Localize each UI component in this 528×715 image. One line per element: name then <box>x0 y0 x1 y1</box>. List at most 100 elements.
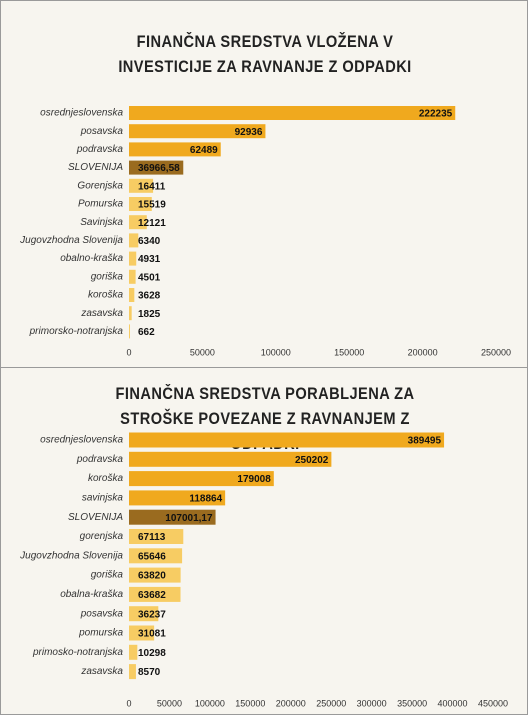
category-label: goriška <box>91 570 124 581</box>
value-label: 16411 <box>138 181 166 192</box>
bar <box>129 490 226 506</box>
category-label: Savinjska <box>80 217 123 228</box>
bar <box>129 160 184 175</box>
value-label: 92936 <box>235 127 263 138</box>
bar <box>129 567 181 583</box>
value-label: 662 <box>138 327 155 338</box>
value-label: 4501 <box>138 272 161 283</box>
value-label: 389495 <box>408 436 442 447</box>
bar <box>129 529 184 544</box>
value-label: 63682 <box>138 590 166 601</box>
bar <box>129 324 130 339</box>
bar <box>129 606 159 622</box>
x-tick-label: 50000 <box>190 347 215 357</box>
x-tick-label: 100000 <box>195 698 225 708</box>
bar <box>129 106 456 120</box>
bar <box>129 215 147 230</box>
bar <box>129 664 136 680</box>
chart-panel: FINANČNA SREDSTVA PORABLJENA ZA STROŠKE … <box>0 367 528 715</box>
x-tick-label: 100000 <box>261 347 291 357</box>
x-tick-label: 200000 <box>276 698 306 708</box>
x-tick-label: 50000 <box>157 698 182 708</box>
category-label: SLOVENIJA <box>68 512 123 523</box>
value-label: 8570 <box>138 667 161 678</box>
category-label: posavska <box>80 126 124 137</box>
value-label: 62489 <box>190 145 218 156</box>
x-tick-label: 450000 <box>478 698 508 708</box>
category-label: SLOVENIJA <box>68 162 123 173</box>
bar <box>129 509 216 525</box>
bar <box>129 251 137 266</box>
bar <box>129 548 183 564</box>
category-label: Gorenjska <box>77 180 123 191</box>
category-label: osrednjeslovenska <box>40 435 123 446</box>
category-label: gorenjska <box>80 531 124 542</box>
value-label: 31081 <box>138 629 166 640</box>
category-label: Jugovzhodna Slovenija <box>19 550 123 561</box>
bar <box>129 625 155 641</box>
category-label: zasavska <box>80 308 123 319</box>
category-label: obalna-kraška <box>60 589 123 600</box>
category-label: posavska <box>80 608 124 619</box>
value-label: 12121 <box>138 218 166 229</box>
x-tick-label: 400000 <box>438 698 468 708</box>
category-label: Jugovzhodna Slovenija <box>19 235 123 246</box>
bar <box>129 197 152 211</box>
value-label: 222235 <box>419 109 453 120</box>
x-tick-label: 200000 <box>408 347 438 357</box>
category-label: osrednjeslovenska <box>40 108 123 119</box>
category-label: podravska <box>76 454 124 465</box>
bar <box>129 471 274 487</box>
value-label: 250202 <box>295 455 329 466</box>
value-label: 118864 <box>189 494 222 505</box>
value-label: 179008 <box>237 474 271 485</box>
bar <box>129 644 138 660</box>
bar <box>129 142 221 157</box>
x-tick-label: 0 <box>126 698 131 708</box>
value-label: 67113 <box>138 532 166 543</box>
bar <box>129 288 135 302</box>
bar <box>129 451 332 467</box>
x-tick-label: 350000 <box>397 698 427 708</box>
x-tick-label: 0 <box>126 347 131 357</box>
chart: 0 50000 100000 150000 200000 250000 300000 3500… <box>19 432 508 708</box>
x-tick-label: 150000 <box>334 347 364 357</box>
category-label: primorsko-notranjska <box>29 326 124 337</box>
category-label: obalno-kraška <box>60 253 123 264</box>
x-tick-label: 150000 <box>235 698 265 708</box>
bar <box>129 233 139 248</box>
x-tick-label: 250000 <box>316 698 346 708</box>
chart-panel: FINANČNA SREDSTVA VLOŽENA V INVESTICIJE … <box>0 0 528 368</box>
value-label: 10298 <box>138 648 166 659</box>
bar <box>129 178 154 193</box>
value-label: 1825 <box>138 309 161 320</box>
x-tick-label: 250000 <box>481 347 511 357</box>
category-label: podravska <box>76 144 124 155</box>
value-label: 107001,17 <box>165 513 213 524</box>
value-label: 15519 <box>138 200 166 211</box>
category-label: Pomurska <box>78 199 123 210</box>
category-label: zasavska <box>80 666 123 677</box>
value-label: 65646 <box>138 551 166 562</box>
bar <box>129 432 445 448</box>
category-label: pomurska <box>78 628 123 639</box>
value-label: 36237 <box>138 609 166 620</box>
bar <box>129 269 136 284</box>
chart: 0 50000 100000 150000 200000 250000 osrednjesl… <box>19 106 511 357</box>
category-label: koroška <box>88 473 123 484</box>
category-label: goriška <box>91 271 124 282</box>
category-label: savinjska <box>82 493 124 504</box>
category-label: koroška <box>88 290 123 301</box>
bar <box>129 306 132 321</box>
category-label: primosko-notranjska <box>32 647 123 658</box>
value-label: 63820 <box>138 571 166 582</box>
bar <box>129 586 181 602</box>
x-tick-label: 300000 <box>357 698 387 708</box>
value-label: 6340 <box>138 236 161 247</box>
value-label: 4931 <box>138 254 161 265</box>
chart-title: FINANČNA SREDSTVA VLOŽENA V INVESTICIJE … <box>118 32 412 76</box>
value-label: 3628 <box>138 291 161 302</box>
bar <box>129 124 266 139</box>
value-label: 36966,58 <box>138 163 180 174</box>
